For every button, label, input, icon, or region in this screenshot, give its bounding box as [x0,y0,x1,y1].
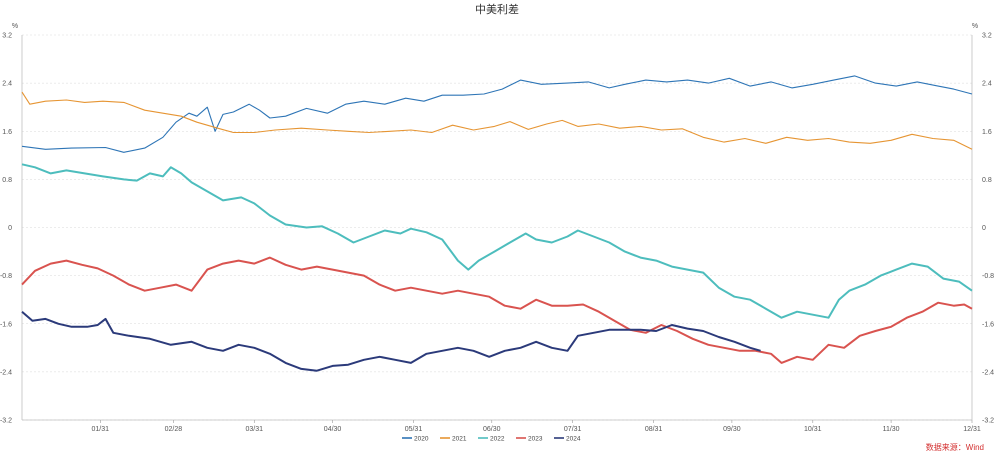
series-line-2023 [21,256,973,364]
legend-label-2023: 2023 [528,435,543,442]
y-tick-label-right: 0.8 [982,177,992,184]
y-tick-label-left: -2.4 [0,369,12,376]
legend-label-2020: 2020 [414,435,429,442]
x-tick-label: 12/31 [963,426,981,433]
y-tick-label-left: 1.6 [2,129,12,136]
x-tick-label: 11/30 [883,426,900,433]
x-tick-label: 06/30 [483,426,501,433]
y-tick-label-left: -1.6 [0,321,12,328]
series-line-2021 [21,91,973,150]
axis-layer: 3.2 3.2 2.4 2.4 1.6 1.6 0.8 0.8 0 0 -0.8 -0.8 -1.6 -1… [0,33,994,434]
series-line-2024 [21,310,761,372]
legend-label-2021: 2021 [452,435,467,442]
x-tick-label: 01/31 [92,426,110,433]
chart-title: 中美利差 [475,2,519,16]
x-tick-label: 03/31 [246,426,264,433]
legend-label-2022: 2022 [490,435,505,442]
y-tick-label-left: 2.4 [2,81,12,88]
y-unit-left: % [12,23,18,30]
y-tick-label-left: -3.2 [0,418,12,425]
source-note: 数据来源：Wind [925,443,984,452]
series-line-2022 [21,163,973,319]
y-tick-label-left: 0 [8,225,12,232]
x-tick-label: 09/30 [723,426,741,433]
y-tick-label-right: 2.4 [982,81,992,88]
legend-label-2024: 2024 [566,435,581,442]
x-tick-label: 04/30 [324,426,342,433]
y-tick-label-left: -0.8 [0,273,12,280]
y-tick-label-right: -2.4 [982,369,994,376]
x-tick-label: 10/31 [804,426,822,433]
y-tick-label-left: 3.2 [2,33,12,40]
y-tick-label-right: -0.8 [982,273,994,280]
series-line-2020 [21,75,973,153]
x-tick-label: 05/31 [405,426,423,433]
y-tick-label-right: 3.2 [982,33,992,40]
x-tick-label: 02/28 [165,426,183,433]
legend: 2020 2021 2022 2023 2024 [402,435,581,442]
y-tick-label-right: -3.2 [982,418,994,425]
grid-layer [22,34,972,421]
y-tick-label-right: -1.6 [982,321,994,328]
x-tick-label: 08/31 [645,426,663,433]
series-layer [21,75,973,372]
y-tick-label-left: 0.8 [2,177,12,184]
y-tick-label-right: 0 [982,225,986,232]
y-tick-label-right: 1.6 [982,129,992,136]
y-unit-right: % [972,23,978,30]
x-tick-label: 07/31 [564,426,582,433]
